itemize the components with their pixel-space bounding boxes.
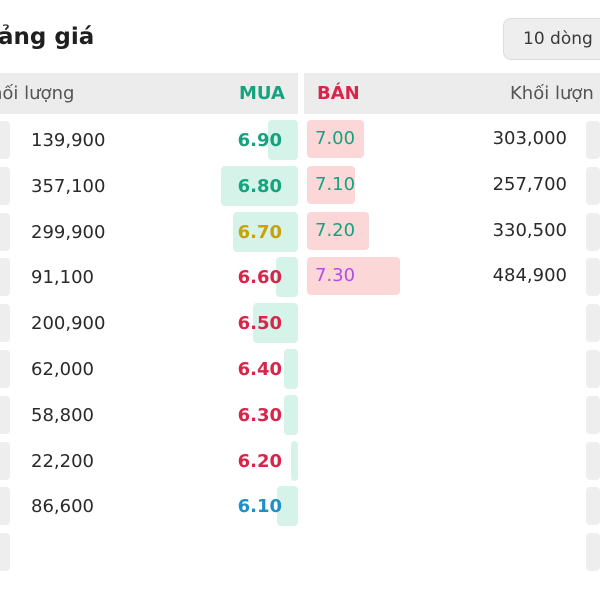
bid-volume-cell: 62,000 (31, 359, 94, 380)
bid-volume-cell: 357,100 (31, 176, 106, 197)
row-edge-left (0, 304, 10, 342)
bid-depth-bar (268, 120, 298, 160)
ask-depth-bar (307, 166, 355, 204)
ask-volume-header: Khối lượn (510, 83, 594, 104)
bid-depth-bar (221, 166, 298, 206)
ask-volume-cell: 330,500 (492, 220, 567, 241)
row-edge-left (0, 121, 10, 159)
row-edge-right (586, 396, 600, 434)
bid-price-cell[interactable]: 6.90 (237, 130, 282, 151)
row-edge-left (0, 167, 10, 205)
row-edge-left (0, 396, 10, 434)
row-edge-left (0, 350, 10, 388)
bid-depth-bar (233, 212, 298, 252)
ask-price-cell[interactable]: 7.10 (315, 174, 356, 195)
bid-volume-cell: 58,800 (31, 405, 94, 426)
bid-price-cell[interactable]: 6.80 (237, 176, 282, 197)
ask-header-bar (304, 73, 600, 114)
ask-price-cell[interactable]: 7.30 (315, 265, 356, 286)
bid-volume-cell: 22,200 (31, 451, 94, 472)
ask-volume-cell: 257,700 (492, 174, 567, 195)
row-edge-right (586, 304, 600, 342)
row-edge-left (0, 258, 10, 296)
bid-volume-cell: 91,100 (31, 267, 94, 288)
rows-selector-button[interactable]: 10 dòng (503, 18, 600, 60)
ask-volume-cell: 303,000 (492, 128, 567, 149)
bid-depth-bar (291, 441, 298, 481)
row-edge-left (0, 213, 10, 251)
bid-volume-header: hối lượng (0, 83, 75, 104)
ask-depth-bar (307, 212, 369, 250)
bid-price-cell[interactable]: 6.50 (237, 313, 282, 334)
bid-depth-bar (284, 395, 298, 435)
bid-volume-cell: 200,900 (31, 313, 106, 334)
bid-depth-bar (253, 303, 298, 343)
ask-depth-bar (307, 120, 364, 158)
bid-price-cell[interactable]: 6.10 (237, 496, 282, 517)
row-edge-left (0, 533, 10, 571)
bid-price-cell[interactable]: 6.40 (237, 359, 282, 380)
bid-price-cell[interactable]: 6.30 (237, 405, 282, 426)
row-edge-right (586, 442, 600, 480)
row-edge-right (586, 167, 600, 205)
row-edge-right (586, 258, 600, 296)
row-edge-right (586, 213, 600, 251)
bid-price-cell[interactable]: 6.20 (237, 451, 282, 472)
bid-price-cell[interactable]: 6.70 (237, 222, 282, 243)
bid-volume-cell: 299,900 (31, 222, 106, 243)
bid-volume-cell: 86,600 (31, 496, 94, 517)
ask-volume-cell: 484,900 (492, 265, 567, 286)
row-edge-left (0, 442, 10, 480)
bid-depth-bar (277, 486, 298, 526)
row-edge-right (586, 487, 600, 525)
bid-header-bar (0, 73, 298, 114)
row-edge-left (0, 487, 10, 525)
row-edge-right (586, 533, 600, 571)
bid-volume-cell: 139,900 (31, 130, 106, 151)
bid-price-cell[interactable]: 6.60 (237, 267, 282, 288)
ask-header: BÁN (317, 83, 360, 104)
row-edge-right (586, 121, 600, 159)
row-edge-right (586, 350, 600, 388)
bid-header: MUA (239, 83, 285, 104)
bid-depth-bar (276, 257, 298, 297)
ask-price-cell[interactable]: 7.20 (315, 220, 356, 241)
ask-price-cell[interactable]: 7.00 (315, 128, 356, 149)
bid-depth-bar (284, 349, 298, 389)
page-title: ảng giá (0, 24, 95, 50)
ask-depth-bar (307, 257, 400, 295)
